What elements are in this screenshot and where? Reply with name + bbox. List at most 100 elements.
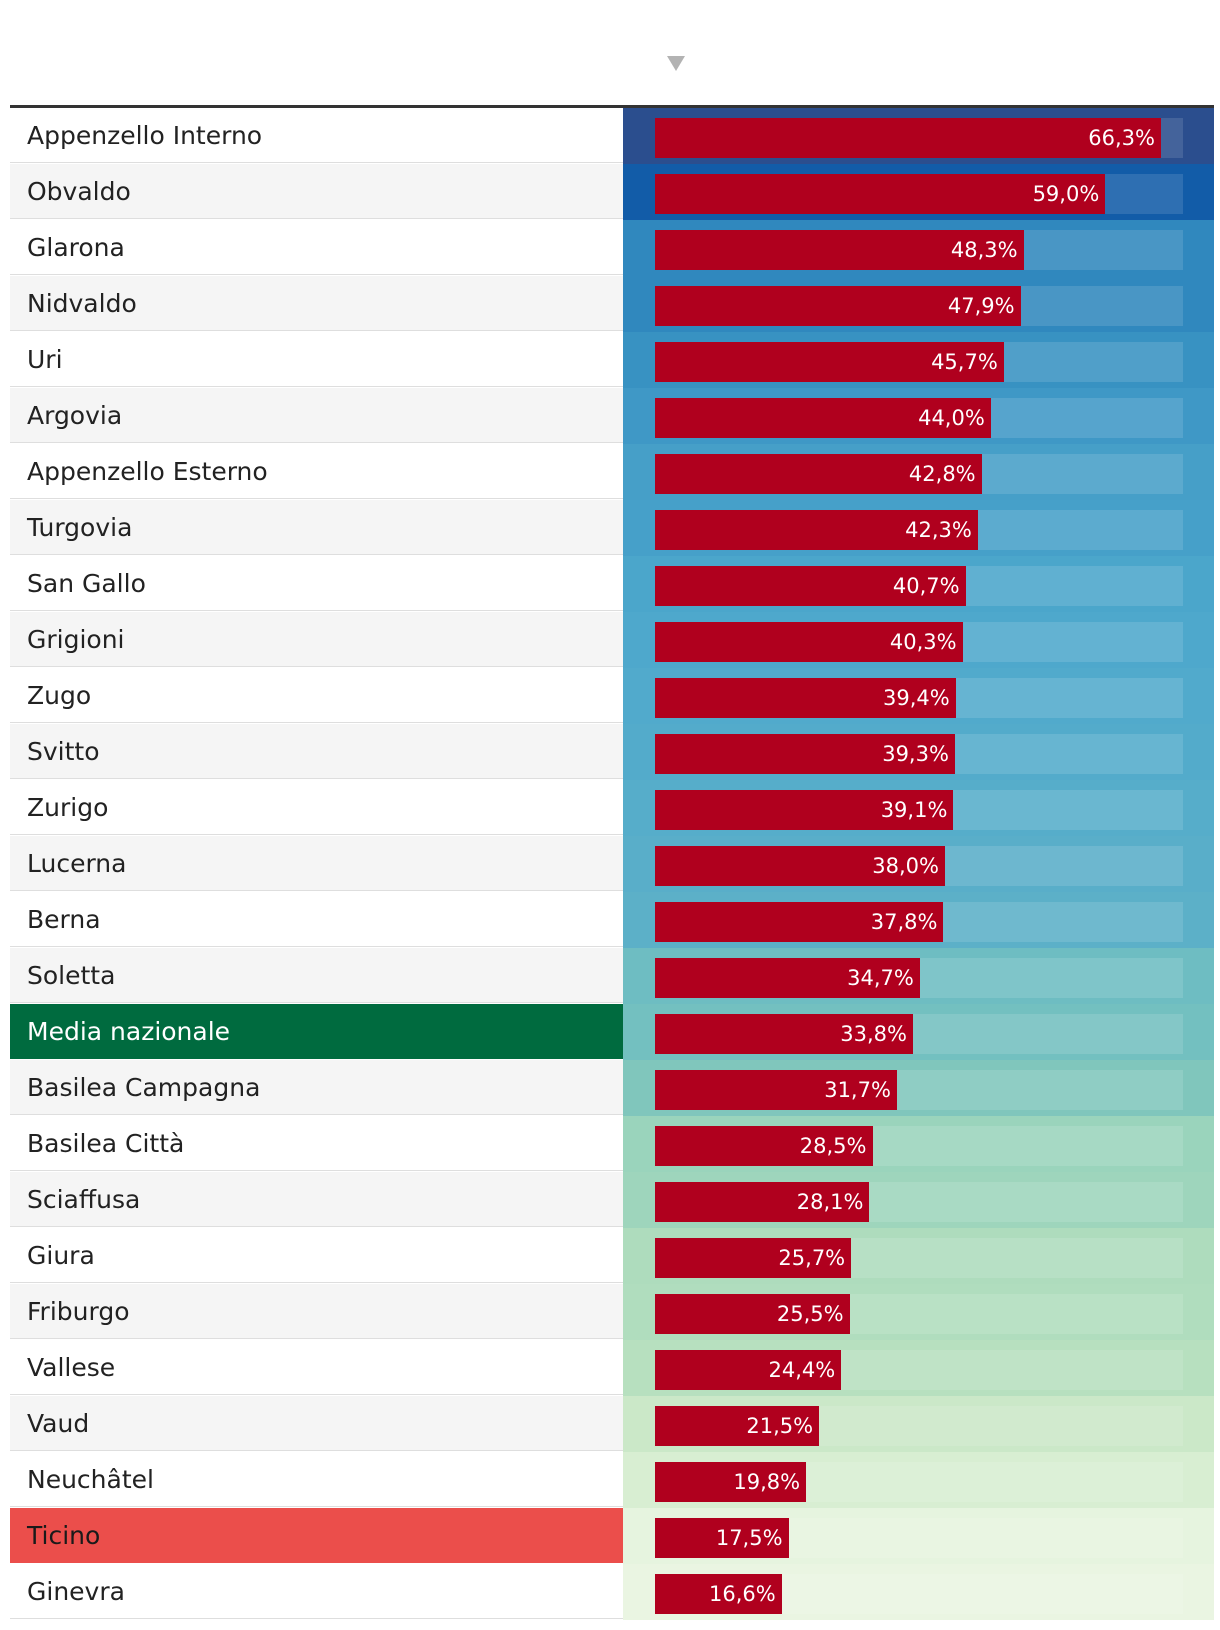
value-label: 39,3%: [882, 742, 949, 766]
row-label: Basilea Campagna: [10, 1060, 623, 1115]
table-row: Zurigo 39,1%: [10, 780, 1214, 836]
table-row: Svitto 39,3%: [10, 724, 1214, 780]
bar: [655, 1238, 852, 1278]
value-label: 40,7%: [892, 574, 960, 598]
bar: [655, 1070, 897, 1110]
value-label: 33,8%: [840, 1022, 907, 1046]
table-row: Turgovia 42,3%: [10, 500, 1214, 556]
table-row: Soletta 34,7%: [10, 948, 1214, 1004]
bar: [655, 622, 963, 662]
bar: [655, 118, 1161, 158]
value-cell: 33,8%: [623, 1004, 1214, 1060]
table-row: Grigioni 40,3%: [10, 612, 1214, 668]
value-cell: 40,3%: [623, 612, 1214, 668]
bar: [655, 566, 966, 606]
value-label: 39,1%: [880, 798, 948, 822]
value-cell: 59,0%: [623, 164, 1214, 220]
row-label: Lucerna: [10, 836, 623, 891]
bar: [655, 230, 1024, 270]
row-label: Basilea Città: [10, 1116, 623, 1171]
table-row: Basilea Campagna 31,7%: [10, 1060, 1214, 1116]
row-label: Friburgo: [10, 1284, 623, 1339]
value-label: 42,3%: [905, 518, 972, 542]
table-row: Appenzello Interno 66,3%: [10, 108, 1214, 164]
value-label: 37,8%: [870, 910, 938, 934]
bar: [655, 958, 920, 998]
table-row: Vaud 21,5%: [10, 1396, 1214, 1452]
value-cell: 44,0%: [623, 388, 1214, 444]
value-label: 24,4%: [768, 1358, 836, 1382]
row-label: Media nazionale: [10, 1004, 623, 1059]
bar: [655, 734, 955, 774]
value-label: 25,5%: [776, 1302, 844, 1326]
value-label: 21,5%: [746, 1414, 814, 1438]
row-label: Ticino: [10, 1508, 623, 1563]
bar: [655, 1294, 850, 1334]
row-label: San Gallo: [10, 556, 623, 611]
bar: [655, 1014, 913, 1054]
value-cell: 28,1%: [623, 1172, 1214, 1228]
bar: [655, 1182, 870, 1222]
table-row: Berna 37,8%: [10, 892, 1214, 948]
row-label: Vaud: [10, 1396, 623, 1451]
value-cell: 28,5%: [623, 1116, 1214, 1172]
bar: [655, 1574, 782, 1614]
value-label: 31,7%: [824, 1078, 891, 1102]
table-row: Argovia 44,0%: [10, 388, 1214, 444]
bar: [655, 174, 1106, 214]
bar: [655, 454, 982, 494]
value-label: 28,1%: [796, 1190, 864, 1214]
value-cell: 40,7%: [623, 556, 1214, 612]
bar: [655, 286, 1021, 326]
bar: [655, 398, 991, 438]
row-label: Zugo: [10, 668, 623, 723]
row-label: Argovia: [10, 388, 623, 443]
value-label: 42,8%: [908, 462, 976, 486]
value-cell: 37,8%: [623, 892, 1214, 948]
bar: [655, 846, 945, 886]
value-cell: 47,9%: [623, 276, 1214, 332]
row-label: Svitto: [10, 724, 623, 779]
value-label: 40,3%: [889, 630, 957, 654]
value-cell: 45,7%: [623, 332, 1214, 388]
bar: [655, 1406, 820, 1446]
row-label: Nidvaldo: [10, 276, 623, 331]
value-cell: 39,3%: [623, 724, 1214, 780]
value-label: 39,4%: [882, 686, 950, 710]
value-cell: 38,0%: [623, 836, 1214, 892]
value-label: 17,5%: [715, 1526, 783, 1550]
value-cell: 19,8%: [623, 1452, 1214, 1508]
bar: [655, 1350, 842, 1390]
table-row: San Gallo 40,7%: [10, 556, 1214, 612]
table-row: Sciaffusa 28,1%: [10, 1172, 1214, 1228]
table-row: Appenzello Esterno 42,8%: [10, 444, 1214, 500]
value-cell: 42,3%: [623, 500, 1214, 556]
row-label: Appenzello Esterno: [10, 444, 623, 499]
value-cell: 42,8%: [623, 444, 1214, 500]
row-label: Soletta: [10, 948, 623, 1003]
table-row: Basilea Città 28,5%: [10, 1116, 1214, 1172]
bar-table: Appenzello Interno 66,3% Obvaldo 59,0% Glaro…: [10, 108, 1214, 1620]
table-row: Glarona 48,3%: [10, 220, 1214, 276]
row-label: Ginevra: [10, 1564, 623, 1619]
value-cell: 21,5%: [623, 1396, 1214, 1452]
value-cell: 31,7%: [623, 1060, 1214, 1116]
value-cell: 17,5%: [623, 1508, 1214, 1564]
value-cell: 16,6%: [623, 1564, 1214, 1620]
value-cell: 48,3%: [623, 220, 1214, 276]
row-label: Obvaldo: [10, 164, 623, 219]
table-row: Lucerna 38,0%: [10, 836, 1214, 892]
bar: [655, 342, 1004, 382]
bar: [655, 510, 978, 550]
table-row: Vallese 24,4%: [10, 1340, 1214, 1396]
value-label: 38,0%: [872, 854, 939, 878]
table-row: Uri 45,7%: [10, 332, 1214, 388]
bar: [655, 678, 956, 718]
table-row: Ticino 17,5%: [10, 1508, 1214, 1564]
table-row: Neuchâtel 19,8%: [10, 1452, 1214, 1508]
table-row: Media nazionale 33,8%: [10, 1004, 1214, 1060]
value-label: 47,9%: [947, 294, 1015, 318]
bar: [655, 902, 944, 942]
row-label: Uri: [10, 332, 623, 387]
sort-descending-icon[interactable]: [667, 56, 685, 71]
